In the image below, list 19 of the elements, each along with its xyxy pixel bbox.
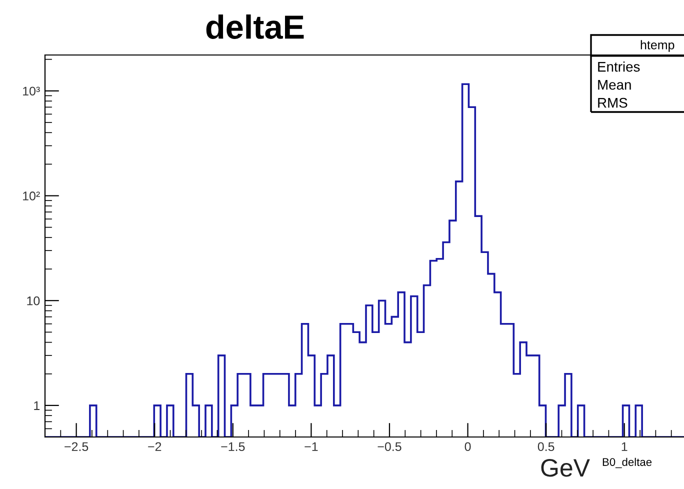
x-tick-label: 0 bbox=[464, 442, 471, 452]
x-tick-label: −0.5 bbox=[378, 442, 402, 452]
x-tick-label: 0.5 bbox=[538, 442, 554, 452]
chart-title: deltaE bbox=[206, 14, 304, 39]
annotation: RMS bbox=[598, 98, 628, 108]
x-tick-label: −1.5 bbox=[221, 442, 245, 452]
y-tick-label: 10³ bbox=[23, 86, 40, 96]
x-axis-title: GeV bbox=[541, 459, 590, 477]
text: htemp bbox=[640, 40, 674, 52]
annotation: Entries bbox=[598, 62, 640, 72]
y-tick-label: 1 bbox=[34, 401, 40, 410]
text: B0_deltae bbox=[602, 458, 652, 468]
y-tick-label: 10 bbox=[27, 296, 40, 306]
annotation: Mean bbox=[598, 80, 631, 90]
x-tick-label: −2 bbox=[148, 442, 162, 451]
x-tick-label: −2.5 bbox=[64, 442, 88, 452]
y-tick-label: 10² bbox=[23, 192, 40, 200]
x-tick-label: −1 bbox=[304, 442, 318, 451]
x-tick-label: 1 bbox=[622, 442, 628, 451]
